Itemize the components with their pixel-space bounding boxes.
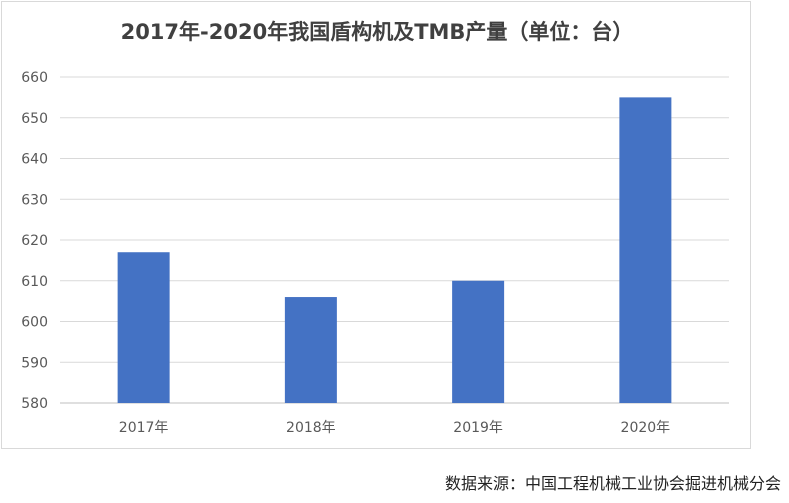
x-tick-label: 2019年 [453, 420, 503, 436]
y-tick-label: 590 [21, 355, 48, 371]
y-tick-label: 620 [21, 233, 48, 249]
x-tick-label: 2020年 [621, 420, 671, 436]
bar [452, 280, 505, 403]
bar [117, 252, 170, 403]
bar [619, 97, 672, 403]
chart-container: 2017年-2020年我国盾构机及TMB产量（单位：台） 580 590 600 61… [1, 1, 751, 449]
y-tick-label: 580 [21, 396, 48, 412]
chart-title: 2017年-2020年我国盾构机及TMB产量（单位：台） [120, 20, 634, 44]
data-source-note: 数据来源：中国工程机械工业协会掘进机械分会 [444, 474, 781, 493]
y-tick-label: 610 [21, 274, 48, 290]
bar [284, 297, 337, 403]
y-tick-label: 650 [21, 111, 48, 127]
x-tick-label: 2018年 [286, 420, 336, 436]
y-tick-label: 660 [21, 70, 48, 86]
y-tick-label: 640 [21, 152, 48, 168]
bar-chart: 580 590 600 610 620 630 640 650 660 2017年 2018年 201… [21, 70, 729, 436]
y-tick-label: 630 [21, 192, 48, 208]
y-tick-label: 600 [21, 315, 48, 331]
x-tick-label: 2017年 [119, 420, 169, 436]
